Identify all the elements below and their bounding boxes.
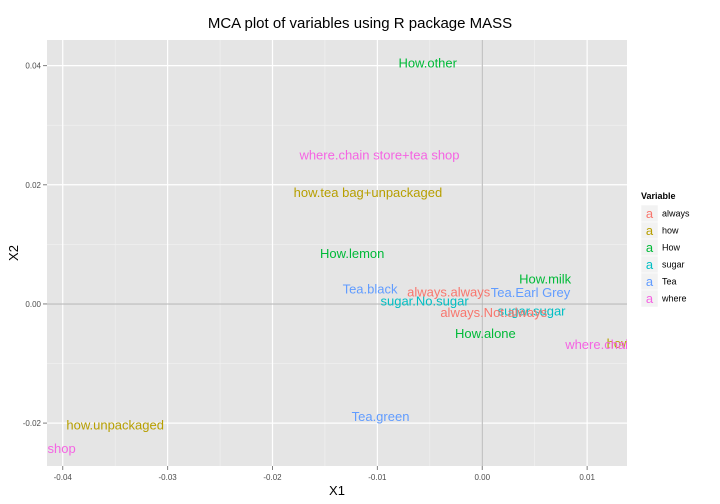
legend-key-glyph: a: [646, 257, 654, 272]
point-label-how: how.tea bag+unpackaged: [294, 185, 443, 200]
x-tick-label: -0.01: [368, 473, 387, 482]
point-label-tea: Tea.Earl Grey: [491, 285, 571, 300]
y-tick-label: -0.02: [23, 419, 42, 428]
point-label-how: how.tea bag: [607, 336, 677, 351]
point-label-where: where.chain store: [564, 337, 668, 352]
point-label-where: where.chain store+tea shop: [298, 147, 459, 162]
point-label-sugar: sugar.sugar: [498, 304, 567, 319]
legend-key-glyph: a: [646, 291, 654, 306]
point-label-tea: Tea.black: [343, 282, 398, 297]
x-axis: -0.04 -0.03 -0.02 -0.01 0.00 0.01: [54, 466, 595, 482]
x-tick-label: -0.02: [263, 473, 282, 482]
point-label-always: always.Not.always: [440, 305, 547, 320]
legend-label: Tea: [662, 277, 677, 287]
legend-label: sugar: [662, 260, 685, 270]
legend-key-glyph: a: [646, 274, 654, 289]
point-label-sugar: sugar.No.sugar: [380, 293, 469, 308]
y-axis-title: X2: [6, 245, 21, 261]
y-tick-label: 0.04: [25, 62, 41, 71]
point-label-where: where.tea shop: [0, 441, 76, 456]
point-label-how: How.milk: [519, 271, 572, 286]
minor-gridlines: [47, 40, 627, 466]
x-axis-title: X1: [329, 483, 345, 498]
x-tick-label: 0.01: [579, 473, 595, 482]
y-axis: -0.02 0.00 0.02 0.04: [23, 62, 47, 428]
point-label-tea: Tea.green: [352, 409, 410, 424]
point-label-how: how.unpackaged: [66, 417, 164, 432]
x-tick-label: 0.00: [474, 473, 490, 482]
legend-key-glyph: a: [646, 206, 654, 221]
legend-key-glyph: a: [646, 240, 654, 255]
point-label-how: How.alone: [455, 326, 516, 341]
plot-panel: [47, 40, 627, 466]
chart-title: MCA plot of variables using R package MA…: [208, 15, 512, 32]
point-label-how: How.other: [398, 56, 457, 71]
legend-label: where: [661, 294, 687, 304]
legend-label: always: [662, 209, 690, 219]
x-tick-label: -0.04: [54, 473, 73, 482]
point-labels: How.other where.chain store+tea shop how.t…: [0, 56, 677, 456]
y-tick-label: 0.02: [25, 181, 41, 190]
legend-label: How: [662, 243, 681, 253]
point-label-how: How.lemon: [320, 246, 384, 261]
legend-label: how: [662, 226, 679, 236]
legend-key: [640, 289, 659, 308]
reference-lines: [47, 40, 627, 466]
point-label-always: always.always: [407, 285, 491, 300]
y-tick-label: 0.00: [25, 300, 41, 309]
x-tick-label: -0.03: [158, 473, 177, 482]
legend-key-glyph: a: [646, 223, 654, 238]
legend-title: Variable: [641, 191, 676, 201]
